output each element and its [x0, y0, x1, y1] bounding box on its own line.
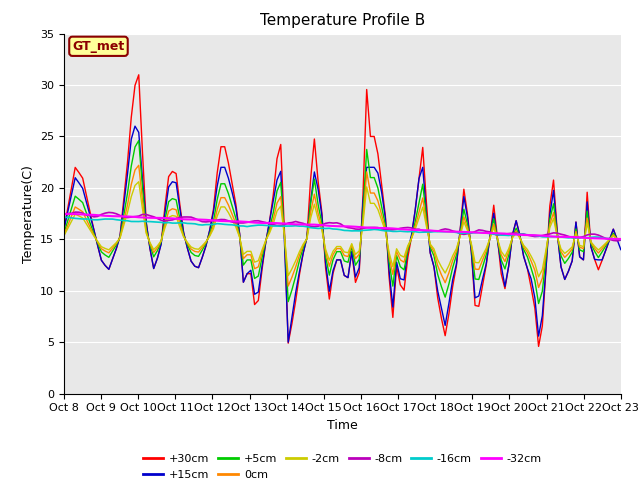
-32cm — [280, 221, 288, 227]
+15cm — [359, 199, 367, 204]
-8cm — [60, 212, 68, 217]
+15cm — [131, 123, 139, 129]
0cm — [247, 252, 255, 258]
0cm — [135, 162, 143, 168]
-2cm — [355, 248, 363, 254]
-16cm — [617, 237, 625, 242]
-2cm — [535, 274, 543, 280]
-32cm — [60, 211, 68, 217]
+15cm — [247, 267, 255, 273]
+30cm — [535, 344, 543, 349]
+5cm — [355, 256, 363, 262]
-16cm — [60, 214, 68, 220]
+30cm — [135, 72, 143, 78]
-2cm — [135, 179, 143, 185]
+30cm — [524, 265, 531, 271]
+15cm — [288, 314, 296, 320]
-8cm — [378, 226, 385, 232]
-2cm — [524, 247, 531, 252]
Y-axis label: Temperature(C): Temperature(C) — [22, 165, 35, 263]
Legend: +30cm, +15cm, +5cm, 0cm, -2cm, -8cm, -16cm, -32cm: +30cm, +15cm, +5cm, 0cm, -2cm, -8cm, -16… — [139, 450, 546, 480]
+5cm — [60, 230, 68, 236]
0cm — [284, 283, 292, 289]
-2cm — [449, 253, 456, 259]
0cm — [449, 258, 456, 264]
Line: -32cm: -32cm — [64, 214, 621, 239]
0cm — [378, 212, 385, 218]
-8cm — [449, 228, 456, 234]
+15cm — [617, 247, 625, 252]
-16cm — [280, 223, 288, 229]
-32cm — [613, 236, 621, 242]
+30cm — [355, 270, 363, 276]
+5cm — [378, 204, 385, 210]
-8cm — [247, 219, 255, 225]
-16cm — [351, 228, 359, 234]
+5cm — [535, 300, 543, 306]
-8cm — [284, 220, 292, 226]
+15cm — [527, 276, 535, 282]
+5cm — [284, 299, 292, 304]
+5cm — [135, 138, 143, 144]
+5cm — [524, 254, 531, 260]
+30cm — [284, 340, 292, 346]
-16cm — [374, 227, 381, 233]
0cm — [60, 232, 68, 238]
+15cm — [381, 215, 389, 221]
Title: Temperature Profile B: Temperature Profile B — [260, 13, 425, 28]
-2cm — [617, 237, 625, 242]
-8cm — [72, 209, 79, 215]
-2cm — [284, 273, 292, 278]
-8cm — [617, 237, 625, 243]
+30cm — [247, 271, 255, 276]
-16cm — [445, 229, 452, 235]
-2cm — [247, 249, 255, 254]
-16cm — [520, 231, 527, 237]
Text: GT_met: GT_met — [72, 40, 125, 53]
0cm — [524, 250, 531, 255]
-8cm — [524, 232, 531, 238]
+30cm — [617, 237, 625, 242]
Line: -16cm: -16cm — [64, 217, 621, 240]
-32cm — [374, 225, 381, 231]
-32cm — [243, 219, 251, 225]
0cm — [355, 252, 363, 257]
Line: +5cm: +5cm — [64, 141, 621, 303]
+30cm — [60, 226, 68, 232]
-16cm — [243, 224, 251, 229]
+30cm — [449, 284, 456, 289]
-2cm — [378, 217, 385, 223]
+15cm — [284, 339, 292, 345]
-2cm — [60, 233, 68, 239]
Line: -2cm: -2cm — [64, 182, 621, 277]
Line: -8cm: -8cm — [64, 212, 621, 241]
Line: +30cm: +30cm — [64, 75, 621, 347]
-32cm — [520, 232, 527, 238]
X-axis label: Time: Time — [327, 419, 358, 432]
+15cm — [452, 262, 460, 267]
-8cm — [355, 227, 363, 232]
0cm — [535, 285, 543, 290]
+5cm — [449, 265, 456, 271]
+15cm — [60, 226, 68, 232]
-32cm — [445, 229, 452, 235]
0cm — [617, 237, 625, 242]
+30cm — [378, 182, 385, 188]
-8cm — [613, 238, 621, 244]
+5cm — [247, 257, 255, 263]
+5cm — [617, 237, 625, 242]
-32cm — [617, 236, 625, 242]
Line: +15cm: +15cm — [64, 126, 621, 342]
-32cm — [351, 224, 359, 229]
Line: 0cm: 0cm — [64, 165, 621, 288]
